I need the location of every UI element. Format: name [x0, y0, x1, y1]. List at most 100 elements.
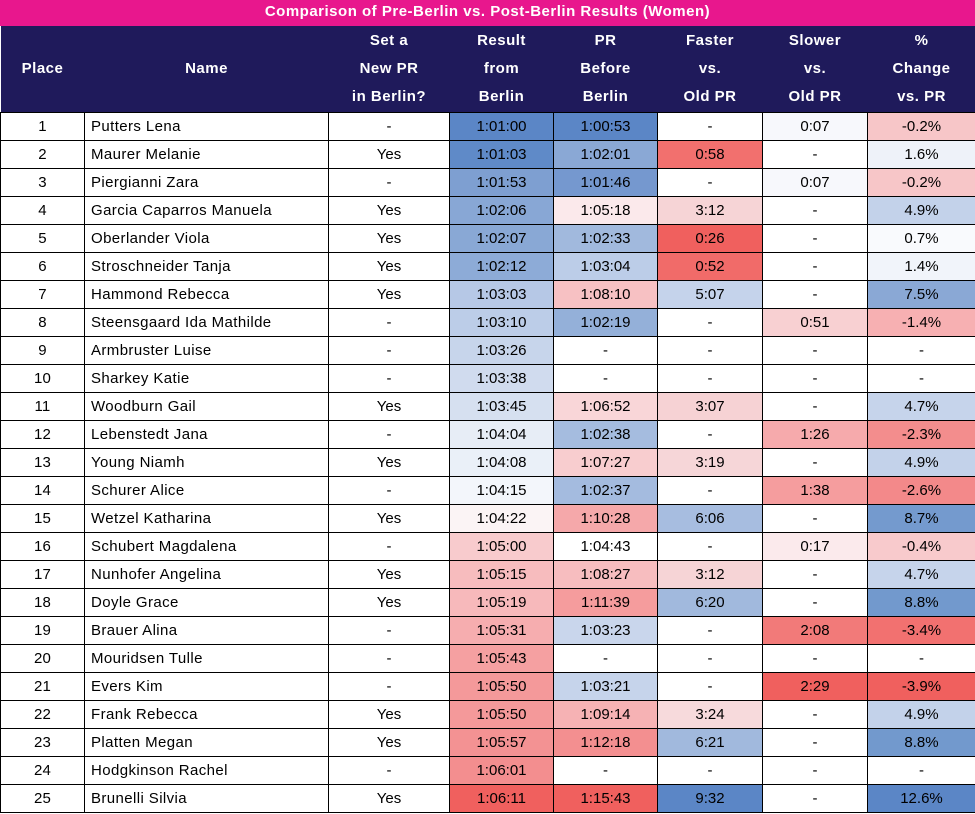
cell-slower[interactable]: -: [762, 504, 868, 533]
cell-slower[interactable]: -: [762, 280, 868, 309]
cell-set-pr[interactable]: Yes: [328, 392, 450, 421]
cell-set-pr[interactable]: -: [328, 168, 450, 197]
cell-slower[interactable]: 1:26: [762, 420, 868, 449]
cell-result[interactable]: 1:02:07: [449, 224, 554, 253]
cell-faster[interactable]: -: [657, 420, 763, 449]
cell-set-pr[interactable]: -: [328, 308, 450, 337]
cell-result[interactable]: 1:05:31: [449, 616, 554, 645]
cell-slower[interactable]: -: [762, 644, 868, 673]
cell-place[interactable]: 4: [0, 196, 85, 225]
cell-pr-before[interactable]: 1:09:14: [553, 700, 658, 729]
cell-pr-before[interactable]: 1:08:10: [553, 280, 658, 309]
cell-set-pr[interactable]: -: [328, 532, 450, 561]
cell-place[interactable]: 10: [0, 364, 85, 393]
cell-faster[interactable]: -: [657, 308, 763, 337]
cell-result[interactable]: 1:04:22: [449, 504, 554, 533]
cell-result[interactable]: 1:05:19: [449, 588, 554, 617]
cell-pr-before[interactable]: 1:02:38: [553, 420, 658, 449]
cell-result[interactable]: 1:01:53: [449, 168, 554, 197]
cell-set-pr[interactable]: Yes: [328, 280, 450, 309]
cell-place[interactable]: 15: [0, 504, 85, 533]
cell-result[interactable]: 1:06:11: [449, 784, 554, 813]
cell-slower[interactable]: -: [762, 252, 868, 281]
cell-pr-before[interactable]: -: [553, 756, 658, 785]
cell-place[interactable]: 8: [0, 308, 85, 337]
cell-pr-before[interactable]: -: [553, 336, 658, 365]
cell-set-pr[interactable]: -: [328, 112, 450, 141]
cell-place[interactable]: 5: [0, 224, 85, 253]
cell-place[interactable]: 6: [0, 252, 85, 281]
cell-set-pr[interactable]: Yes: [328, 560, 450, 589]
cell-faster[interactable]: -: [657, 112, 763, 141]
cell-change[interactable]: 0.7%: [867, 224, 975, 253]
cell-faster[interactable]: 3:19: [657, 448, 763, 477]
cell-change[interactable]: -: [867, 364, 975, 393]
cell-slower[interactable]: -: [762, 784, 868, 813]
cell-faster[interactable]: -: [657, 532, 763, 561]
cell-faster[interactable]: 0:52: [657, 252, 763, 281]
cell-change[interactable]: 12.6%: [867, 784, 975, 813]
cell-pr-before[interactable]: 1:08:27: [553, 560, 658, 589]
cell-slower[interactable]: 0:51: [762, 308, 868, 337]
cell-slower[interactable]: -: [762, 700, 868, 729]
cell-faster[interactable]: -: [657, 756, 763, 785]
cell-name[interactable]: Young Niamh: [84, 448, 329, 477]
cell-faster[interactable]: 3:07: [657, 392, 763, 421]
cell-set-pr[interactable]: Yes: [328, 224, 450, 253]
cell-slower[interactable]: -: [762, 756, 868, 785]
cell-change[interactable]: -3.4%: [867, 616, 975, 645]
cell-name[interactable]: Steensgaard Ida Mathilde: [84, 308, 329, 337]
cell-change[interactable]: -0.2%: [867, 168, 975, 197]
cell-place[interactable]: 11: [0, 392, 85, 421]
cell-name[interactable]: Garcia Caparros Manuela: [84, 196, 329, 225]
cell-slower[interactable]: 2:08: [762, 616, 868, 645]
cell-change[interactable]: 1.4%: [867, 252, 975, 281]
cell-place[interactable]: 2: [0, 140, 85, 169]
cell-place[interactable]: 12: [0, 420, 85, 449]
cell-place[interactable]: 13: [0, 448, 85, 477]
cell-set-pr[interactable]: -: [328, 336, 450, 365]
cell-slower[interactable]: 1:38: [762, 476, 868, 505]
cell-slower[interactable]: -: [762, 224, 868, 253]
cell-pr-before[interactable]: 1:06:52: [553, 392, 658, 421]
cell-change[interactable]: -2.6%: [867, 476, 975, 505]
cell-change[interactable]: 7.5%: [867, 280, 975, 309]
cell-slower[interactable]: 0:07: [762, 168, 868, 197]
cell-set-pr[interactable]: Yes: [328, 140, 450, 169]
cell-change[interactable]: -0.2%: [867, 112, 975, 141]
cell-name[interactable]: Schurer Alice: [84, 476, 329, 505]
cell-set-pr[interactable]: Yes: [328, 252, 450, 281]
cell-name[interactable]: Evers Kim: [84, 672, 329, 701]
cell-place[interactable]: 25: [0, 784, 85, 813]
cell-name[interactable]: Maurer Melanie: [84, 140, 329, 169]
cell-change[interactable]: 4.7%: [867, 560, 975, 589]
cell-slower[interactable]: -: [762, 448, 868, 477]
cell-place[interactable]: 1: [0, 112, 85, 141]
cell-set-pr[interactable]: Yes: [328, 700, 450, 729]
header-place[interactable]: Place: [0, 26, 85, 113]
cell-name[interactable]: Wetzel Katharina: [84, 504, 329, 533]
cell-result[interactable]: 1:05:57: [449, 728, 554, 757]
cell-faster[interactable]: -: [657, 672, 763, 701]
cell-result[interactable]: 1:04:04: [449, 420, 554, 449]
cell-result[interactable]: 1:03:45: [449, 392, 554, 421]
cell-name[interactable]: Doyle Grace: [84, 588, 329, 617]
cell-faster[interactable]: -: [657, 168, 763, 197]
header-change[interactable]: % Change vs. PR: [867, 26, 975, 113]
cell-change[interactable]: -1.4%: [867, 308, 975, 337]
cell-name[interactable]: Brauer Alina: [84, 616, 329, 645]
cell-pr-before[interactable]: 1:12:18: [553, 728, 658, 757]
header-faster[interactable]: Faster vs. Old PR: [657, 26, 763, 113]
cell-name[interactable]: Putters Lena: [84, 112, 329, 141]
cell-result[interactable]: 1:05:00: [449, 532, 554, 561]
cell-place[interactable]: 21: [0, 672, 85, 701]
cell-place[interactable]: 22: [0, 700, 85, 729]
header-result[interactable]: Result from Berlin: [449, 26, 554, 113]
cell-result[interactable]: 1:02:12: [449, 252, 554, 281]
cell-pr-before[interactable]: 1:02:19: [553, 308, 658, 337]
cell-place[interactable]: 9: [0, 336, 85, 365]
cell-slower[interactable]: -: [762, 392, 868, 421]
cell-place[interactable]: 20: [0, 644, 85, 673]
cell-slower[interactable]: -: [762, 728, 868, 757]
cell-pr-before[interactable]: 1:03:04: [553, 252, 658, 281]
